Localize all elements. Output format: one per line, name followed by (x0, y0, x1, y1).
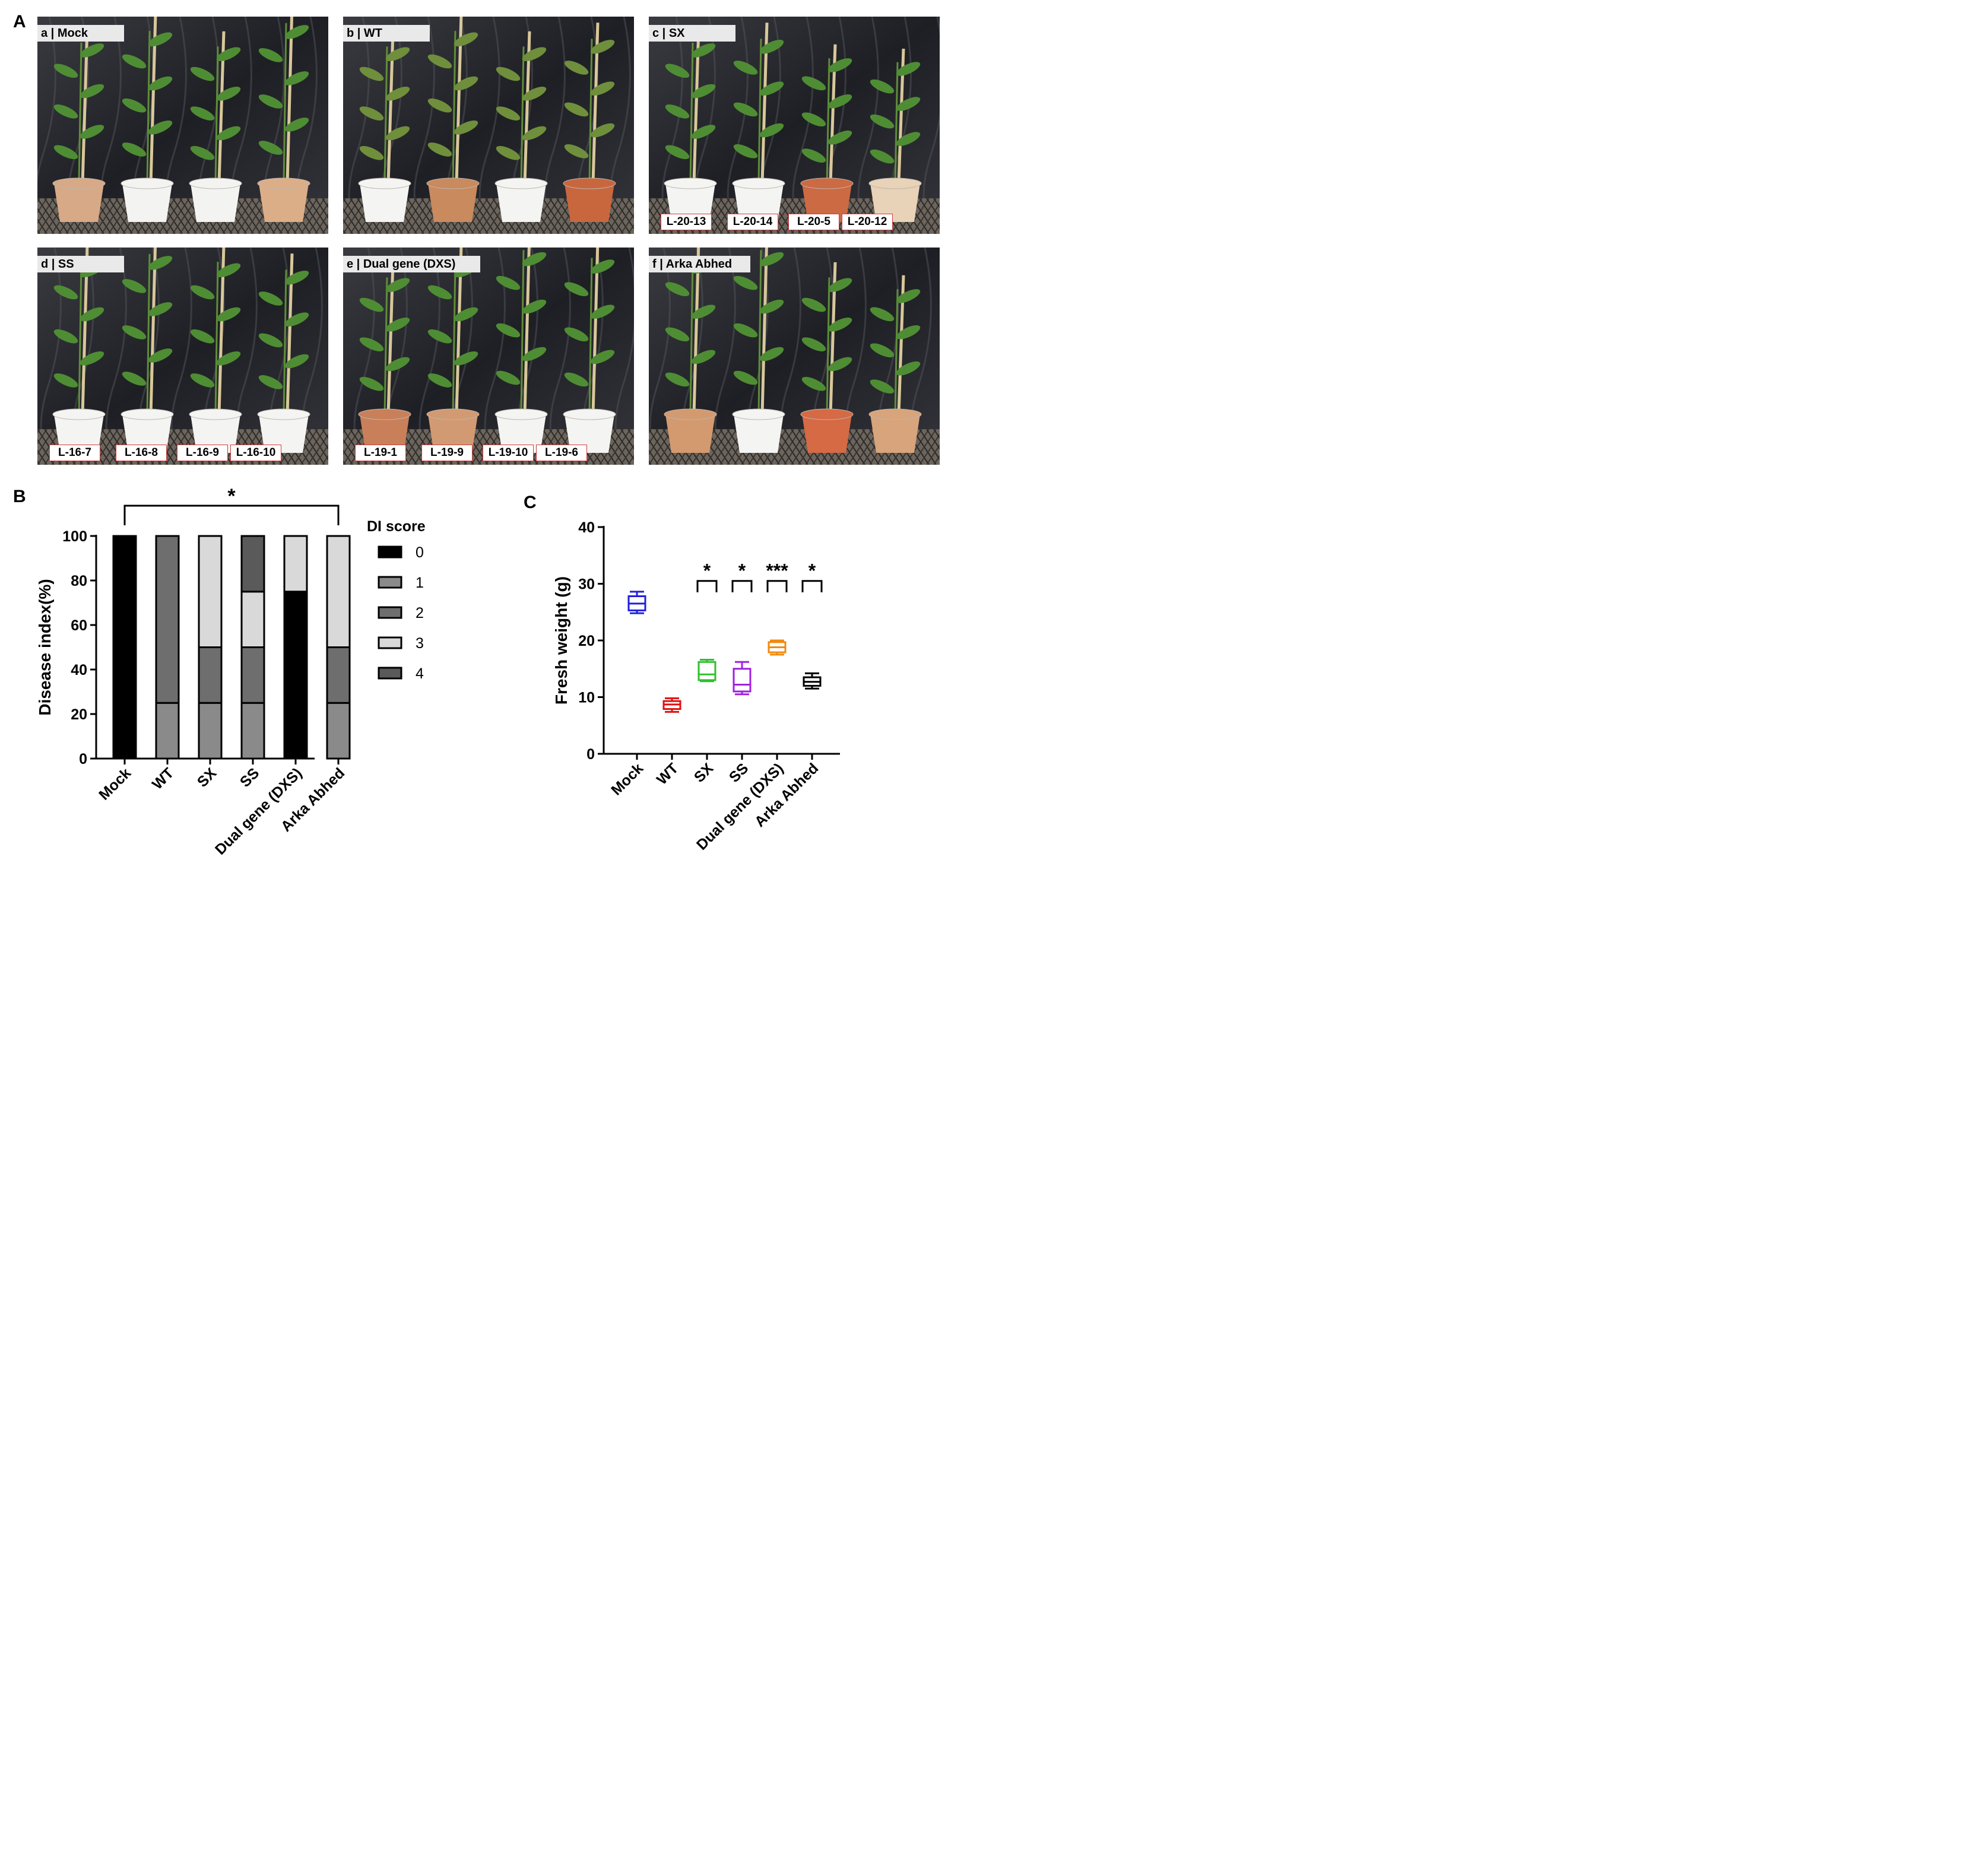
legend-swatch (378, 667, 402, 680)
significance-star: * (738, 560, 746, 582)
line-label: L-20-12 (842, 214, 893, 230)
box (662, 700, 681, 710)
bar-segment (240, 646, 265, 704)
y-tick-label: 0 (79, 751, 87, 767)
significance-star: * (227, 485, 236, 507)
photo-title: e | Dual gene (DXS) (343, 256, 480, 272)
plant-photo-illustration (37, 17, 328, 234)
photo-panel-c: c | SX L-20-13 L-20-14 L-20-5 L-20-12 (649, 17, 940, 234)
box (733, 668, 752, 693)
x-tick-label: Mock (608, 760, 646, 798)
legend-label: 2 (416, 605, 424, 621)
bar-segment (198, 702, 223, 760)
bar-segment (283, 535, 308, 593)
bar-segment (155, 702, 180, 760)
line-label: L-19-6 (536, 445, 587, 461)
x-tick-label: SX (194, 764, 220, 791)
line-label: L-20-13 (661, 214, 712, 230)
box (627, 595, 646, 611)
photo-title: c | SX (649, 25, 735, 42)
significance-bracket (123, 505, 340, 525)
panel-letter-a: A (13, 12, 26, 31)
y-tick-label: 0 (586, 746, 595, 763)
bar-segment (198, 646, 223, 704)
plant-photo-illustration (649, 17, 940, 234)
legend-swatch (378, 545, 402, 559)
x-tick-label: Dual gene (DXS) (693, 760, 787, 853)
y-tick-label: 100 (62, 528, 87, 545)
legend-title: DI score (367, 518, 426, 535)
panel-letter-b: B (13, 487, 26, 506)
photo-title: f | Arka Abhed (649, 256, 750, 272)
y-tick-label: 20 (71, 706, 87, 723)
plant-photo-illustration (37, 248, 328, 465)
x-tick-label: SS (237, 764, 262, 790)
line-label: L-20-14 (727, 214, 778, 230)
bar-segment (155, 535, 180, 704)
y-axis-label: Fresh weight (g) (552, 576, 570, 705)
x-tick-label: Mock (96, 764, 134, 803)
line-label: L-20-5 (788, 214, 839, 230)
legend-label: 0 (416, 544, 424, 561)
line-label: L-16-9 (177, 445, 228, 461)
line-label: L-19-9 (421, 445, 473, 461)
bar-segment (240, 535, 265, 593)
y-tick-label: 40 (578, 519, 595, 536)
photo-panel-e: e | Dual gene (DXS) L-19-1 L-19-9 L-19-10 L-… (343, 248, 634, 465)
legend-label: 1 (416, 575, 424, 591)
photo-panel-f: f | Arka Abhed (649, 248, 940, 465)
photo-panel-d: d | SS L-16-7 L-16-8 L-16-9 L-16-10 (37, 248, 328, 465)
bar-segment (326, 646, 351, 704)
line-label: L-19-10 (483, 445, 534, 461)
photo-title: d | SS (37, 256, 124, 272)
significance-bracket (731, 580, 753, 592)
y-tick-label: 80 (71, 573, 87, 589)
line-label: L-16-8 (116, 445, 167, 461)
photo-title: a | Mock (37, 25, 124, 42)
x-tick-label: SX (691, 760, 717, 786)
x-tick-label: WT (654, 760, 681, 788)
box (803, 676, 822, 687)
line-label: L-16-10 (230, 445, 281, 461)
bar-segment (240, 591, 265, 648)
plant-photo-illustration (343, 248, 634, 465)
x-tick-label: WT (149, 764, 177, 792)
legend-swatch (378, 576, 402, 589)
significance-bracket (801, 580, 823, 592)
bar-segment (112, 535, 137, 760)
significance-bracket (696, 580, 718, 592)
photo-title: b | WT (343, 25, 430, 42)
bar-segment (283, 591, 308, 760)
bar-segment (326, 535, 351, 648)
legend-swatch (378, 606, 402, 619)
y-tick-label: 60 (71, 617, 87, 634)
y-tick-label: 30 (578, 576, 595, 593)
x-tick-label: SS (726, 760, 752, 785)
legend-label: 4 (416, 665, 424, 682)
panel-letter-c: C (524, 493, 537, 512)
plant-photo-illustration (343, 17, 634, 234)
bar-segment (198, 535, 223, 648)
plant-photo-illustration (649, 248, 940, 465)
box (697, 661, 716, 681)
significance-star: * (808, 560, 816, 582)
y-tick-label: 40 (71, 662, 87, 678)
bar-segment (326, 702, 351, 760)
y-axis-label: Disease index(%) (36, 579, 54, 715)
significance-star: *** (766, 560, 788, 582)
bar-segment (240, 702, 265, 760)
significance-bracket (766, 580, 788, 592)
legend-label: 3 (416, 635, 424, 652)
x-tick-label: Arka Abhed (752, 760, 822, 830)
photo-panel-b: b | WT (343, 17, 634, 234)
line-label: L-19-1 (355, 445, 406, 461)
legend-swatch (378, 636, 402, 649)
significance-star: * (703, 560, 711, 582)
y-tick-label: 20 (578, 633, 595, 649)
box (768, 641, 787, 653)
y-tick-label: 10 (578, 690, 595, 706)
line-label: L-16-7 (49, 445, 100, 461)
photo-panel-a: a | Mock (37, 17, 328, 234)
